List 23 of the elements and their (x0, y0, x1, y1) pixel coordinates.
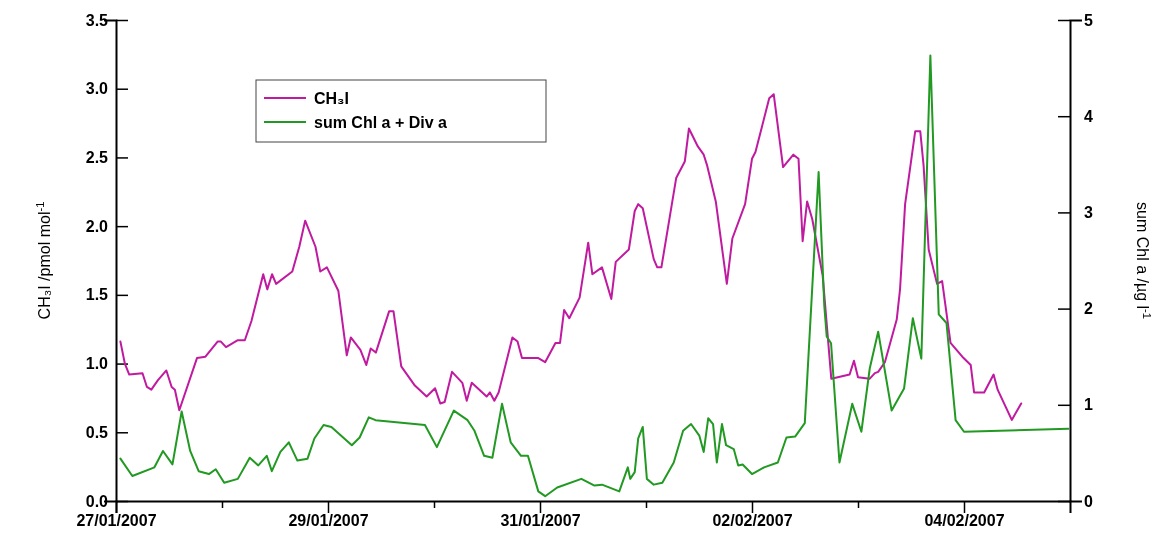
y2-tick-label: 1 (1084, 396, 1093, 414)
y2-tick-label: 0 (1084, 492, 1093, 510)
y-tick-label: 2.0 (85, 217, 109, 235)
y-tick-label: 1.0 (85, 355, 109, 373)
legend-label: CH₃I (314, 90, 349, 107)
line-series (119, 54, 1070, 498)
y-tick-label: 3.5 (85, 11, 109, 29)
y-tick-label: 0.0 (85, 492, 109, 510)
y-tick-label: 1.5 (85, 286, 109, 304)
x-tick-label: 02/02/2007 (712, 512, 793, 530)
y-tick-label: 3.0 (85, 80, 109, 98)
y-tick-label: 0.5 (85, 423, 109, 441)
y-tick-label: 2.5 (85, 149, 109, 167)
x-tick-label: 04/02/2007 (924, 512, 1005, 530)
y2-tick-label: 2 (1084, 300, 1093, 318)
line-series (119, 93, 1023, 421)
y2-tick-label: 3 (1084, 204, 1093, 222)
legend-label: sum Chl a + Div a (314, 114, 448, 131)
x-tick-label: 29/01/2007 (288, 512, 369, 530)
y2-tick-label: 4 (1084, 107, 1093, 125)
x-tick-label: 31/01/2007 (500, 512, 581, 530)
y2-tick-label: 5 (1084, 11, 1093, 29)
x-tick-label: 27/01/2007 (76, 512, 157, 530)
